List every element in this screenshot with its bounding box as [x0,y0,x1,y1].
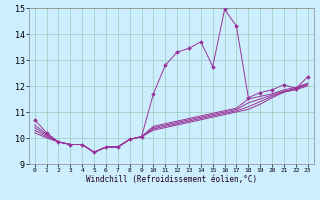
X-axis label: Windchill (Refroidissement éolien,°C): Windchill (Refroidissement éolien,°C) [86,175,257,184]
